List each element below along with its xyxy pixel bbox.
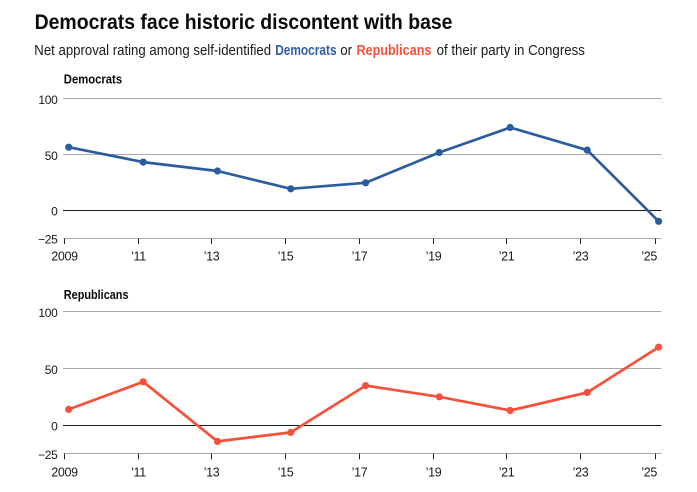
svg-text:’13: ’13	[204, 250, 220, 264]
svg-text:’15: ’15	[278, 465, 294, 479]
svg-text:2009: 2009	[51, 250, 78, 264]
svg-text:Republicans: Republicans	[357, 42, 432, 59]
svg-text:100: 100	[38, 306, 58, 320]
svg-text:’25: ’25	[641, 250, 657, 264]
svg-text:0: 0	[51, 420, 58, 434]
svg-text:2009: 2009	[51, 465, 78, 479]
svg-text:’21: ’21	[499, 250, 515, 264]
svg-text:of their party in Congress: of their party in Congress	[437, 42, 585, 59]
svg-text:’17: ’17	[352, 465, 368, 479]
svg-text:’19: ’19	[426, 465, 442, 479]
svg-text:’25: ’25	[641, 465, 657, 479]
svg-text:0: 0	[51, 205, 58, 219]
svg-text:100: 100	[38, 93, 58, 107]
svg-text:’13: ’13	[204, 465, 220, 479]
svg-text:’23: ’23	[573, 465, 589, 479]
svg-text:’11: ’11	[131, 465, 146, 479]
svg-text:Republicans: Republicans	[64, 288, 129, 302]
svg-text:’15: ’15	[278, 250, 294, 264]
svg-text:Net approval rating among self: Net approval rating among self-identifie…	[34, 42, 271, 59]
svg-text:Democrats face historic discon: Democrats face historic discontent with …	[35, 11, 453, 34]
svg-text:Democrats: Democrats	[275, 42, 336, 59]
svg-text:50: 50	[45, 149, 58, 163]
svg-text:50: 50	[45, 363, 58, 377]
svg-text:−25: −25	[38, 232, 58, 246]
svg-text:Democrats: Democrats	[64, 73, 122, 87]
svg-text:’11: ’11	[131, 250, 146, 264]
svg-text:or: or	[340, 42, 352, 59]
svg-text:’19: ’19	[426, 250, 442, 264]
svg-text:−25: −25	[38, 448, 58, 462]
svg-text:’21: ’21	[499, 465, 515, 479]
svg-text:’23: ’23	[573, 250, 589, 264]
svg-text:’17: ’17	[352, 250, 368, 264]
